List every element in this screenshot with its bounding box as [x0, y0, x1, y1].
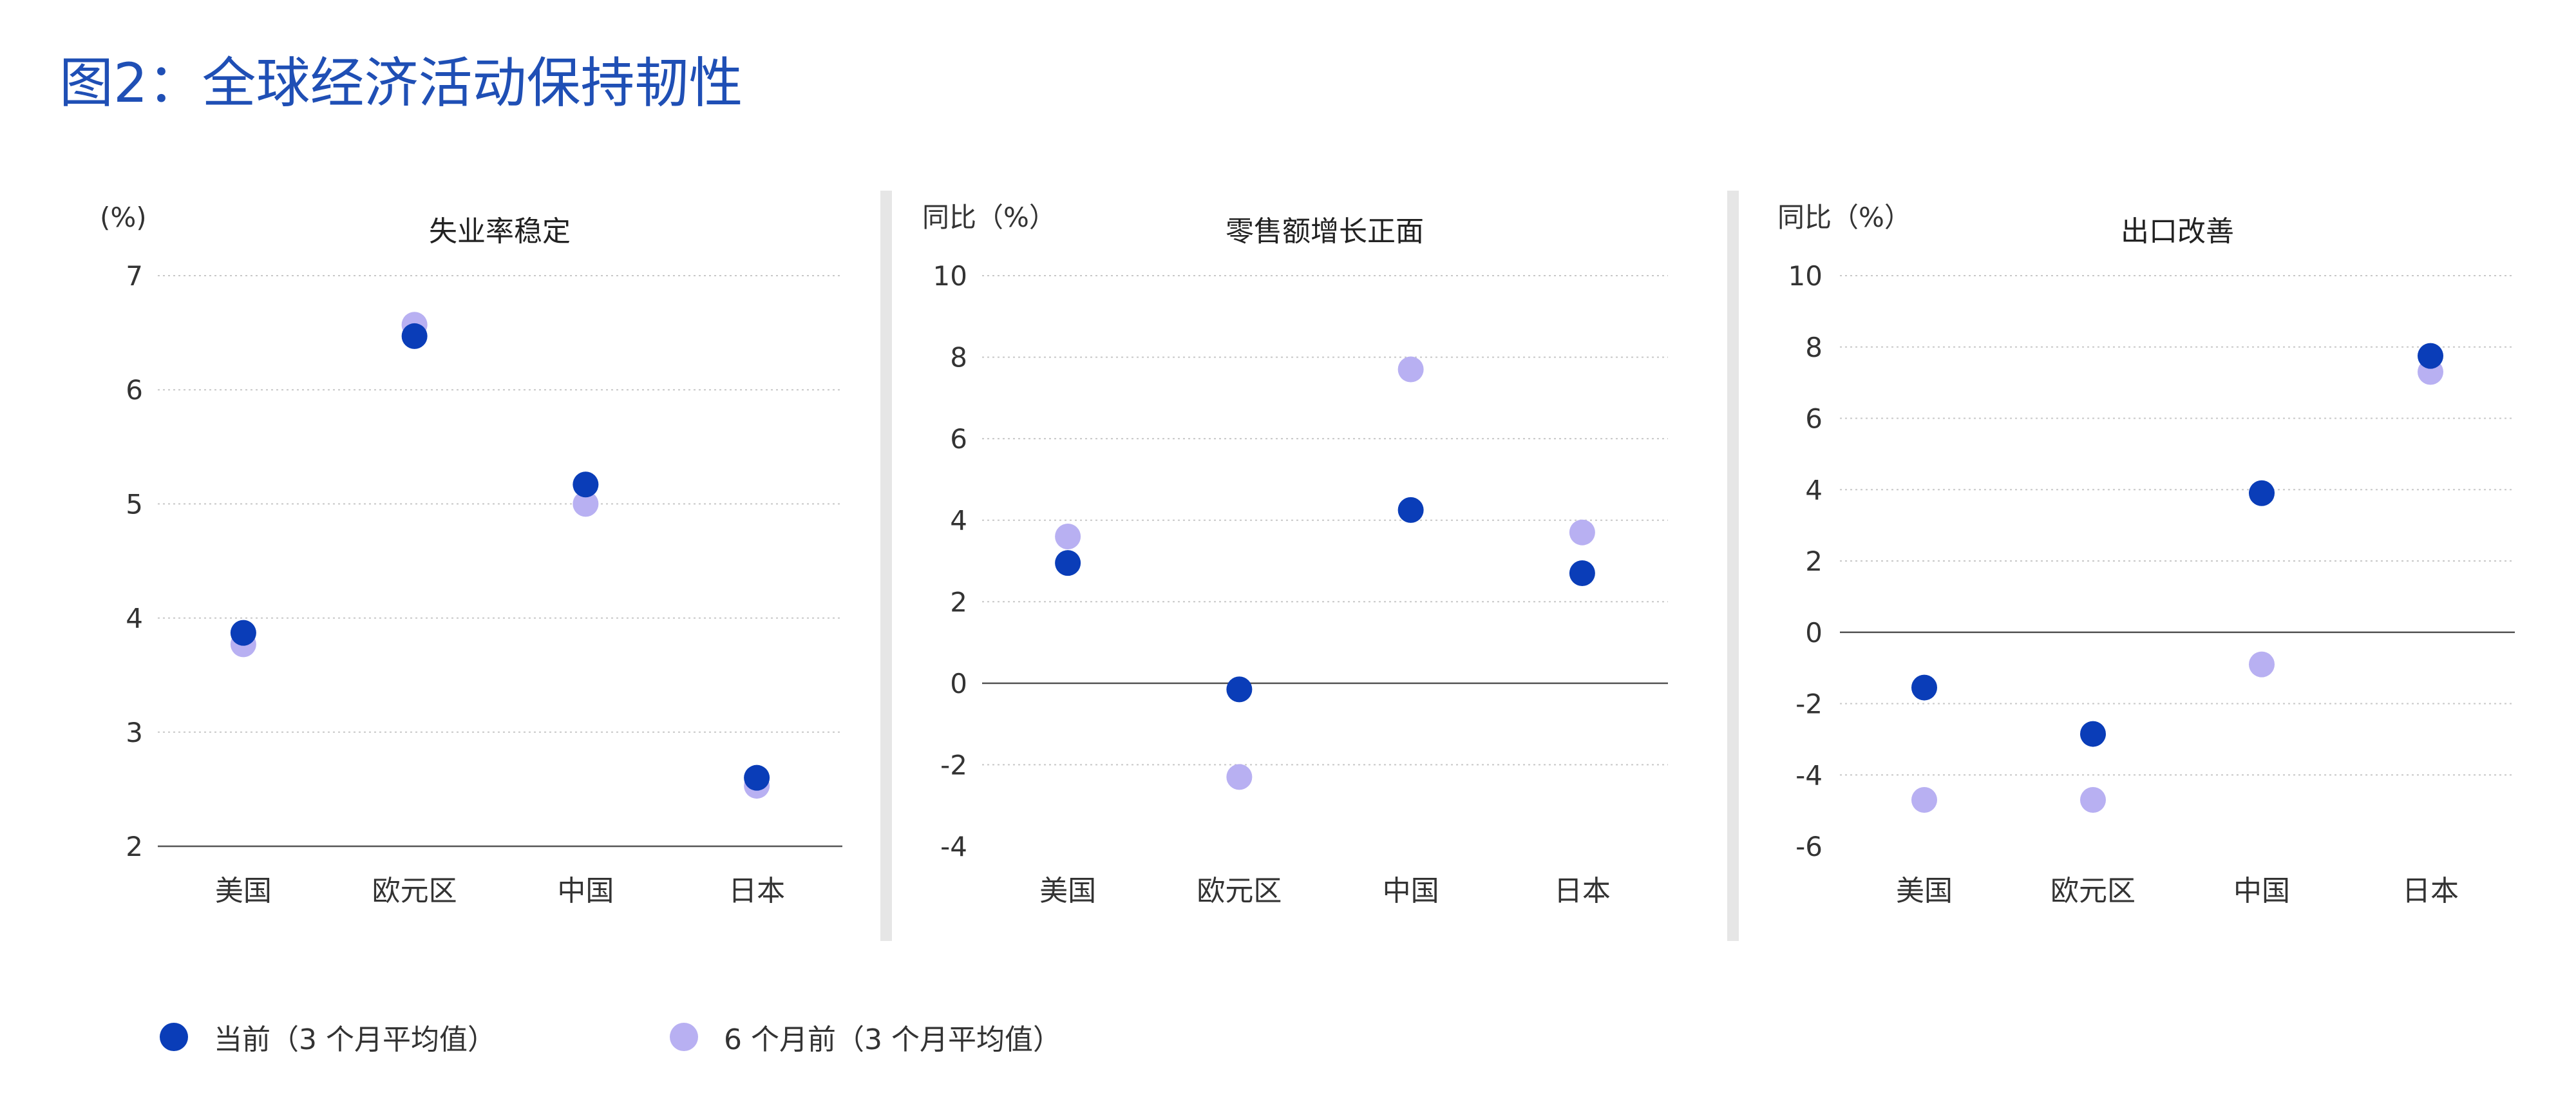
legend-item-previous: 6 个月前（3 个月平均值） — [670, 1018, 1061, 1056]
y-tick-label: -2 — [940, 749, 967, 781]
point-current — [2418, 343, 2443, 369]
y-unit-label: 同比（%） — [922, 202, 1056, 233]
chart-title: 失业率稳定 — [429, 215, 571, 248]
y-tick-label: 6 — [1805, 403, 1823, 435]
y-tick-label: 3 — [126, 717, 143, 748]
point-current — [2080, 721, 2106, 747]
point-current — [573, 471, 599, 498]
point-current — [1569, 560, 1595, 586]
legend-item-current: 当前（3 个月平均值） — [160, 1018, 496, 1056]
y-tick-label: 10 — [933, 260, 967, 292]
point-current — [1397, 497, 1424, 523]
point-current — [230, 620, 256, 646]
y-tick-label: 4 — [1805, 474, 1823, 506]
y-tick-label: -2 — [1795, 688, 1823, 720]
y-tick-label: -6 — [1795, 831, 1823, 862]
y-tick-label: 6 — [950, 423, 967, 455]
x-tick-label: 中国 — [557, 875, 614, 907]
legend-label-current: 当前（3 个月平均值） — [214, 1023, 496, 1056]
point-previous — [573, 491, 599, 517]
legend-swatch-previous — [670, 1023, 698, 1051]
y-tick-label: 0 — [950, 668, 967, 699]
point-previous — [2249, 651, 2275, 678]
point-previous — [1226, 764, 1253, 790]
y-tick-label: 5 — [126, 488, 143, 520]
y-tick-label: 4 — [950, 505, 967, 536]
x-tick-label: 美国 — [1039, 875, 1096, 907]
y-tick-label: 6 — [126, 374, 143, 406]
chart-title: 零售额增长正面 — [1226, 215, 1424, 248]
point-current — [2249, 480, 2275, 506]
x-tick-label: 中国 — [2233, 875, 2290, 907]
y-tick-label: 2 — [950, 586, 967, 618]
x-tick-label: 欧元区 — [2050, 875, 2136, 907]
y-unit-label: 同比（%） — [1777, 202, 1911, 233]
panel-separator — [880, 191, 892, 941]
y-unit-label: (%) — [100, 202, 147, 233]
point-current — [1226, 676, 1253, 703]
point-current — [1055, 550, 1081, 576]
panel-separator — [1727, 191, 1739, 941]
y-tick-label: 2 — [126, 831, 143, 862]
point-previous — [1397, 356, 1424, 383]
y-tick-label: -4 — [1795, 759, 1823, 791]
x-tick-label: 美国 — [215, 875, 272, 907]
x-tick-label: 日本 — [2402, 875, 2459, 907]
y-tick-label: 2 — [1805, 546, 1823, 577]
chart-title: 出口改善 — [2121, 215, 2234, 248]
x-tick-label: 中国 — [1383, 875, 1439, 907]
y-tick-label: 0 — [1805, 617, 1823, 649]
point-previous — [2080, 787, 2106, 813]
point-current — [401, 323, 428, 349]
point-current — [1911, 674, 1937, 701]
y-tick-label: 4 — [126, 603, 143, 634]
point-previous — [1569, 519, 1595, 546]
y-tick-label: 7 — [126, 260, 143, 292]
x-tick-label: 日本 — [1554, 875, 1611, 907]
point-previous — [1055, 524, 1081, 550]
x-tick-label: 美国 — [1896, 875, 1953, 907]
x-tick-label: 日本 — [728, 875, 785, 907]
x-tick-label: 欧元区 — [1197, 875, 1282, 907]
legend-swatch-current — [160, 1023, 188, 1051]
y-tick-label: -4 — [940, 831, 967, 862]
x-tick-label: 欧元区 — [372, 875, 457, 907]
legend-label-previous: 6 个月前（3 个月平均值） — [724, 1023, 1061, 1056]
point-current — [744, 764, 770, 791]
point-previous — [1911, 787, 1937, 813]
y-tick-label: 8 — [1805, 332, 1823, 363]
figure-title: 图2：全球经济活动保持韧性 — [59, 52, 743, 115]
y-tick-label: 8 — [950, 342, 967, 374]
y-tick-label: 10 — [1788, 260, 1823, 292]
